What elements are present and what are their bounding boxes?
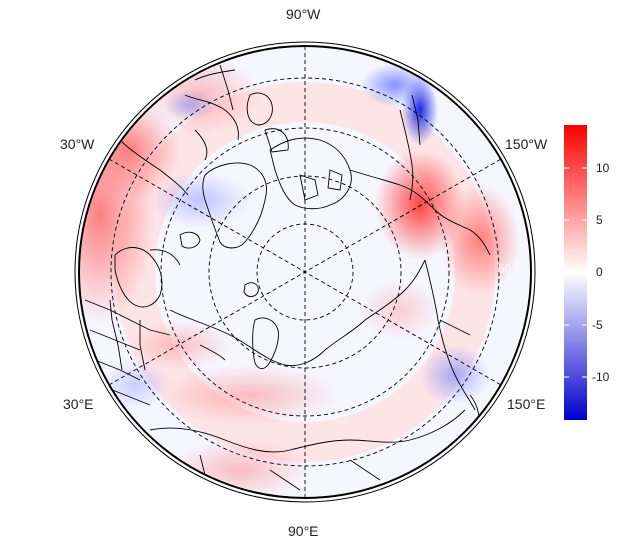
lon-label-90w: 90°W xyxy=(286,6,321,22)
graticule xyxy=(108,46,502,498)
lon-label-90e: 90°E xyxy=(288,523,319,539)
colorbar-tick-m5: -5 xyxy=(592,318,603,332)
eurasia-warm-band xyxy=(160,365,340,425)
lon-label-30w: 30°W xyxy=(60,136,95,152)
lon-label-150w: 150°W xyxy=(505,136,548,152)
colorbar-tick-5: 5 xyxy=(596,213,603,227)
map-border xyxy=(78,45,532,499)
lon-label-30e: 30°E xyxy=(63,396,94,412)
colorbar xyxy=(564,125,587,420)
map-outer-ring xyxy=(74,41,536,503)
canada-cold-patch xyxy=(150,172,250,228)
colorbar-ticks xyxy=(564,167,587,378)
colorbar-tick-0: 0 xyxy=(596,265,603,279)
colorbar-tick-m10: -10 xyxy=(592,370,610,384)
anomaly-field xyxy=(79,46,531,498)
colorbar-tick-10: 10 xyxy=(596,161,610,175)
latitude-label: 50 xyxy=(498,262,512,276)
lon-label-150e: 150°E xyxy=(507,396,546,412)
